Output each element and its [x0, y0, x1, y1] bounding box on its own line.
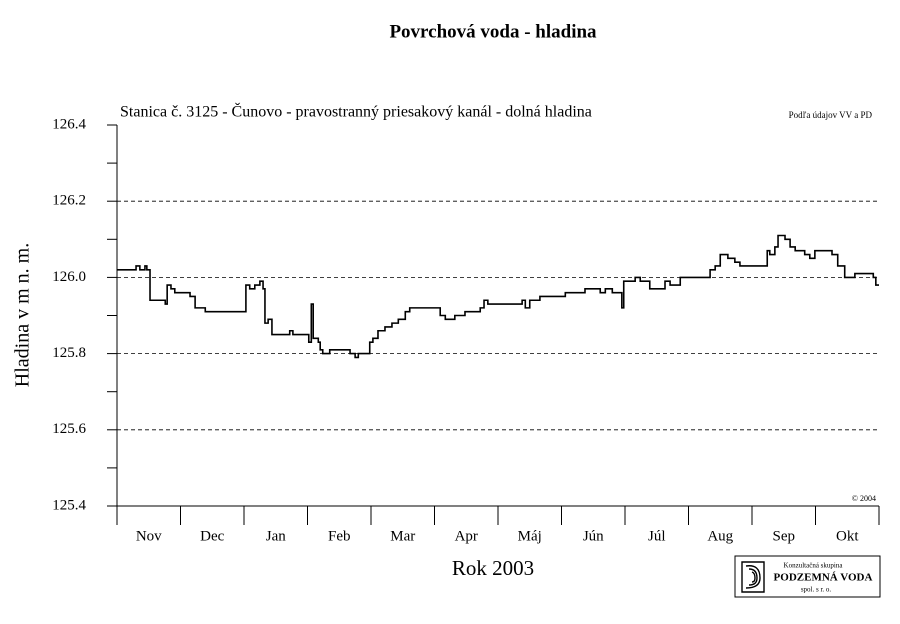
x-tick-label: Máj [518, 528, 542, 544]
y-tick-label: 126.2 [52, 193, 86, 209]
logo-line: Konzultačná skupina [784, 562, 844, 570]
x-tick-label: Sep [773, 528, 796, 544]
y-tick-label: 126.0 [52, 269, 86, 285]
x-tick-label: Dec [200, 528, 224, 544]
logo-box [734, 555, 881, 598]
logo-icon [741, 561, 765, 593]
x-tick-label: Feb [328, 528, 351, 544]
y-tick-label: 125.6 [52, 421, 86, 437]
y-tick-label: 125.4 [52, 497, 86, 513]
y-tick-label: 126.4 [52, 116, 86, 132]
y-tick-label: 125.8 [52, 345, 86, 361]
x-axis-label: Rok 2003 [452, 556, 534, 580]
data-line [117, 234, 879, 359]
copyright: © 2004 [852, 494, 876, 503]
x-tick-label: Júl [648, 528, 666, 544]
logo-line: PODZEMNÁ VODA [774, 572, 873, 584]
x-tick-label: Jan [266, 528, 286, 544]
logo-line: spol. s r. o. [801, 586, 832, 594]
chart-subtitle: Stanica č. 3125 - Čunovo - pravostranný … [120, 102, 592, 121]
x-tick-label: Aug [707, 528, 733, 544]
x-tick-label: Okt [836, 528, 859, 544]
x-tick-label: Mar [390, 528, 415, 544]
logo: Konzultačná skupina PODZEMNÁ VODA spol. … [734, 555, 881, 598]
source-note: Podľa údajov VV a PD [789, 110, 873, 120]
y-axis-label: Hladina v m n. m. [12, 243, 34, 387]
x-tick-label: Nov [136, 528, 162, 544]
chart-title: Povrchová voda - hladina [389, 21, 597, 42]
x-tick-label: Jún [583, 528, 604, 544]
x-tick-label: Apr [455, 528, 478, 544]
